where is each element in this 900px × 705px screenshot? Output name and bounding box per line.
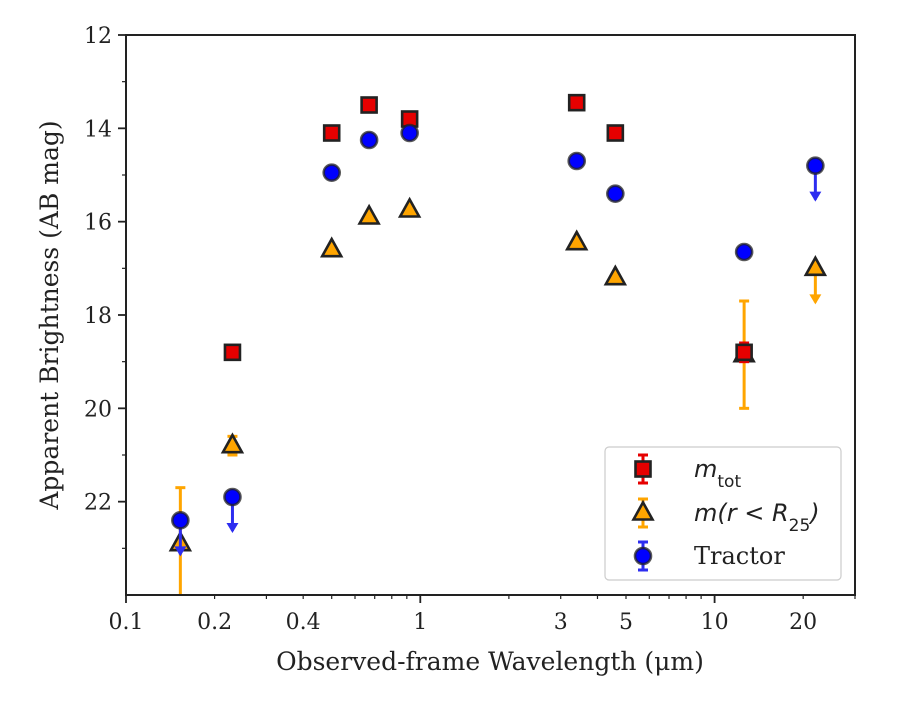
data-point-mtot bbox=[567, 93, 586, 112]
upper-limit-arrow-tractor-head bbox=[809, 191, 822, 202]
legend-item-mtot: mtot bbox=[634, 453, 741, 492]
plot-layer bbox=[168, 93, 828, 595]
data-point-mr25 bbox=[357, 203, 381, 225]
plot-marks bbox=[168, 93, 828, 595]
data-point-mtot bbox=[223, 343, 242, 362]
data-point-mr25 bbox=[803, 255, 828, 277]
legend-marker-mtot bbox=[634, 460, 652, 478]
data-point-mr25 bbox=[319, 236, 344, 258]
x-tick-label: 0.1 bbox=[109, 610, 144, 635]
upper-limit-arrow-tractor-head bbox=[174, 546, 187, 557]
x-tick-label: 0.2 bbox=[197, 610, 232, 635]
legend-item-tractor: Tractor bbox=[633, 540, 785, 572]
data-point-tractor bbox=[223, 487, 242, 507]
series-tractor bbox=[171, 123, 825, 557]
series-mtot bbox=[223, 93, 753, 364]
x-tick-label: 1 bbox=[413, 610, 427, 635]
legend-marker-mr25 bbox=[631, 499, 655, 521]
upper-limit-arrow-tractor-head bbox=[226, 523, 239, 533]
data-point-tractor bbox=[606, 184, 625, 203]
legend-label-tractor: Tractor bbox=[694, 542, 785, 570]
data-point-mtot bbox=[735, 343, 753, 362]
x-tick-label: 5 bbox=[619, 610, 633, 635]
y-tick-label: 14 bbox=[84, 117, 112, 142]
data-point-tractor bbox=[567, 151, 587, 171]
y-tick-label: 20 bbox=[84, 397, 112, 422]
data-point-tractor bbox=[359, 130, 379, 150]
x-tick-label: 10 bbox=[701, 610, 729, 635]
x-tick-label: 0.4 bbox=[286, 610, 321, 635]
data-point-tractor bbox=[734, 242, 754, 262]
legend-box bbox=[604, 446, 842, 581]
data-point-tractor bbox=[171, 511, 190, 530]
legend: mtot m(r < R25) Tractor bbox=[604, 446, 842, 581]
data-point-tractor bbox=[400, 123, 419, 143]
legend-item-mr25: m(r < R25) bbox=[631, 497, 820, 536]
y-tick-label: 12 bbox=[84, 24, 112, 49]
data-point-mr25 bbox=[220, 432, 245, 454]
y-tick-label: 22 bbox=[84, 491, 112, 516]
data-point-mr25 bbox=[564, 229, 589, 251]
x-tick-label: 20 bbox=[789, 610, 817, 635]
data-point-mtot bbox=[360, 96, 378, 114]
y-tick-label: 18 bbox=[84, 304, 112, 329]
data-point-tractor bbox=[806, 156, 825, 175]
x-axis-title: Observed-frame Wavelength (μm) bbox=[276, 647, 704, 676]
data-point-tractor bbox=[322, 163, 342, 182]
data-point-mtot bbox=[606, 124, 625, 142]
axes-layer: 12 14 16 18 20 22 0.1 0.2 0.4 1 3 5 10 20 bbox=[84, 24, 856, 635]
legend-marker-tractor bbox=[633, 546, 653, 566]
upper-limit-arrow-mr25-head bbox=[809, 294, 822, 305]
y-axis-title: Apparent Brightness (AB mag) bbox=[35, 120, 64, 510]
legend-label-mr25: m(r < R25) bbox=[694, 499, 820, 536]
x-tick-label: 3 bbox=[554, 610, 568, 635]
y-tick-label: 16 bbox=[84, 211, 112, 236]
data-point-mr25 bbox=[603, 264, 628, 286]
legend-label-mtot: mtot bbox=[694, 455, 741, 492]
data-point-mr25 bbox=[397, 196, 422, 218]
data-point-mtot bbox=[322, 124, 341, 142]
